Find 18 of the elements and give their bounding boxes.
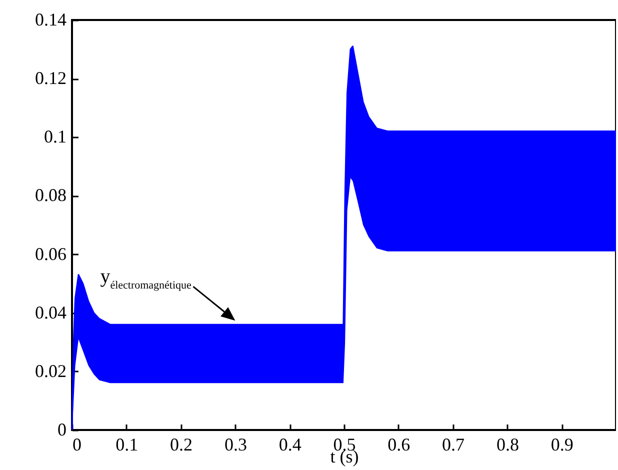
y-tick-label: 0.02 (35, 360, 66, 381)
y-tick-label: 0.06 (35, 244, 66, 264)
y-tick-label: 0 (58, 420, 66, 440)
x-tick-label: 0.2 (170, 434, 193, 454)
x-tick-label: 0.6 (388, 434, 410, 454)
x-tick-label: 0.8 (496, 434, 519, 454)
x-tick-label: 0.1 (116, 434, 138, 454)
x-tick-label: 0 (72, 434, 82, 454)
y-tick-label: 0.04 (35, 302, 66, 322)
y-tick-label: 0.08 (35, 185, 66, 206)
x-tick-label: 0.3 (224, 434, 247, 454)
y-tick-label: 0.12 (35, 68, 66, 88)
y-tick-label: 0.14 (35, 10, 66, 30)
annotation: y$_{électromagnétique}$ (100, 266, 192, 292)
x-tick-label: 0.7 (442, 434, 465, 454)
x-tick-label: 0.9 (550, 434, 574, 454)
x-tick-label: 0.4 (278, 434, 302, 454)
y-tick-label: 0.1 (44, 126, 66, 147)
